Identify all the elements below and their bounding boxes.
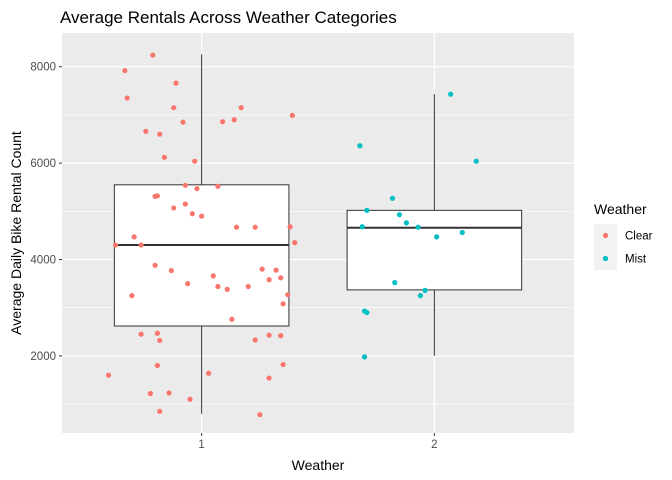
data-point	[266, 375, 272, 381]
data-point	[194, 186, 200, 192]
data-point	[166, 390, 172, 396]
x-axis-title: Weather	[292, 457, 345, 473]
y-axis-title: Average Daily Bike Rental Count	[8, 131, 24, 335]
jitter-points	[105, 52, 479, 418]
data-point	[434, 234, 440, 240]
data-point	[157, 408, 163, 414]
data-point	[278, 333, 284, 339]
y-tick-label: 4000	[30, 255, 56, 267]
data-point	[112, 242, 119, 248]
chart-title: Average Rentals Across Weather Categorie…	[60, 8, 397, 27]
data-point	[280, 301, 286, 307]
legend: Weather Clear Mist	[594, 201, 653, 270]
legend-key-point	[602, 255, 609, 262]
data-point	[187, 396, 193, 402]
data-point	[219, 119, 226, 125]
data-point	[138, 331, 144, 337]
data-point	[473, 158, 479, 164]
data-point	[180, 119, 186, 125]
data-point	[143, 128, 149, 134]
y-axis: 2000 4000 6000 8000	[30, 62, 62, 363]
legend-label: Mist	[625, 254, 647, 266]
box-iqr	[113, 184, 290, 327]
data-point	[157, 337, 163, 344]
data-point	[138, 242, 144, 248]
data-point	[224, 286, 230, 292]
data-point	[292, 240, 298, 246]
data-point	[152, 262, 158, 268]
box-iqr	[346, 209, 523, 291]
data-point	[417, 293, 423, 299]
data-point	[361, 354, 368, 360]
data-point	[259, 266, 265, 272]
data-point	[252, 224, 258, 230]
data-point	[206, 370, 212, 376]
data-point	[215, 283, 221, 290]
data-point	[173, 80, 179, 86]
y-tick-label: 8000	[30, 62, 56, 74]
data-point	[182, 201, 188, 207]
data-point	[215, 183, 221, 189]
legend-title: Weather	[594, 201, 647, 217]
data-point	[124, 95, 130, 101]
data-point	[157, 131, 163, 137]
data-point	[231, 117, 237, 123]
data-point	[364, 207, 370, 213]
y-tick-label: 6000	[30, 158, 56, 170]
boxplots	[113, 54, 523, 414]
data-point	[266, 277, 272, 283]
data-point	[150, 52, 156, 58]
data-point	[210, 273, 216, 279]
legend-label: Clear	[625, 231, 653, 243]
data-point	[403, 220, 410, 226]
data-point	[229, 316, 235, 322]
data-point	[289, 112, 295, 119]
data-point	[252, 337, 258, 343]
data-point	[459, 229, 465, 236]
data-point	[182, 182, 188, 188]
data-point	[152, 193, 158, 199]
data-point	[168, 267, 174, 274]
data-point	[192, 158, 198, 164]
x-tick-label: 1	[198, 439, 204, 451]
data-point	[266, 332, 272, 338]
data-point	[171, 205, 177, 211]
data-point	[129, 293, 135, 299]
data-point	[415, 224, 421, 230]
data-point	[448, 91, 454, 97]
data-point	[389, 195, 396, 201]
data-point	[285, 292, 291, 298]
data-point	[154, 362, 161, 369]
data-point	[396, 212, 403, 218]
data-point	[171, 105, 177, 111]
data-point	[364, 309, 370, 316]
data-point	[273, 267, 279, 273]
data-point	[199, 213, 205, 219]
y-tick-label: 2000	[30, 351, 56, 363]
data-point	[422, 287, 428, 293]
data-point	[357, 143, 363, 149]
legend-key-point	[602, 232, 609, 239]
data-point	[147, 390, 154, 397]
data-point	[278, 275, 284, 281]
data-point	[105, 372, 112, 378]
data-point	[233, 224, 240, 230]
data-point	[245, 283, 251, 290]
data-point	[131, 234, 137, 240]
data-point	[161, 154, 167, 160]
data-point	[154, 330, 161, 336]
data-point	[257, 412, 263, 418]
data-point	[359, 224, 365, 230]
x-tick-label: 2	[431, 439, 437, 451]
data-point	[238, 105, 244, 111]
data-point	[185, 281, 191, 287]
data-point	[122, 67, 128, 74]
data-point	[287, 224, 293, 230]
data-point	[392, 280, 398, 286]
data-point	[280, 361, 286, 368]
data-point	[189, 211, 195, 217]
